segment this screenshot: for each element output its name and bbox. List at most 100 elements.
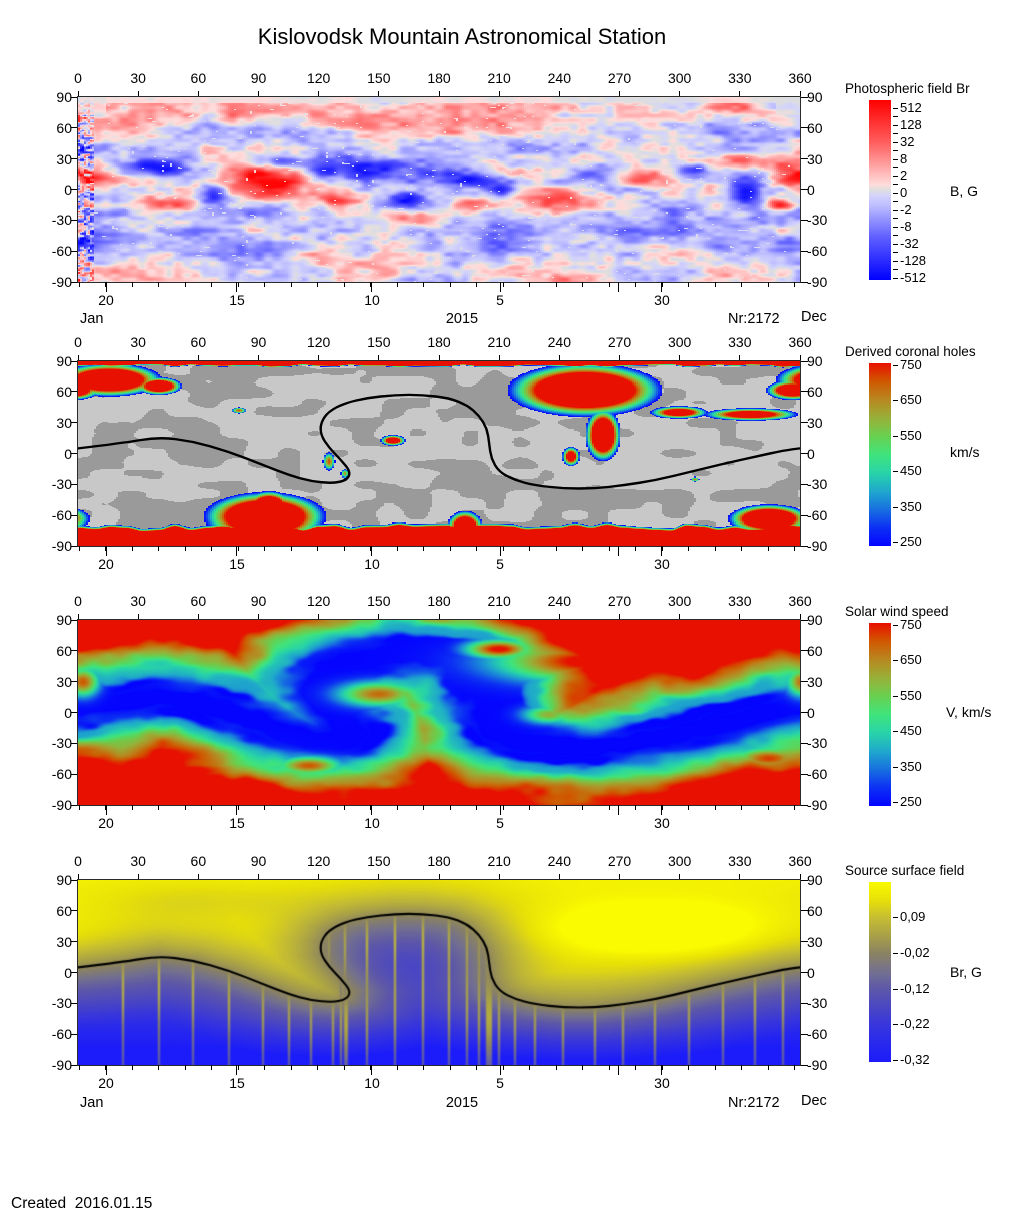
lon-tick-label: 30 <box>130 593 146 609</box>
lon-tick-label: 60 <box>190 334 207 350</box>
day-tick-label: 15 <box>229 1075 245 1091</box>
colorbar-minor-tick-mark <box>893 150 898 152</box>
lat-tick-mark <box>801 453 808 454</box>
day-minor-tick-mark <box>317 805 319 810</box>
lat-tick-mark <box>71 879 78 881</box>
colorbar-source-surface <box>869 882 891 1062</box>
lat-tick-mark <box>801 127 808 129</box>
lon-tick-label: 210 <box>487 593 511 609</box>
lat-tick-mark <box>71 453 78 454</box>
lon-tick-label: 120 <box>306 593 331 609</box>
day-minor-tick-mark <box>370 1065 372 1070</box>
heatmap-canvas-source-surface <box>78 880 800 1065</box>
lon-tick-mark <box>498 355 500 361</box>
lat-tick-mark <box>801 1064 808 1066</box>
lon-tick-label: 330 <box>728 593 752 609</box>
day-major-tick-mark <box>618 546 620 556</box>
lon-tick-label: 60 <box>190 853 207 869</box>
day-minor-tick-mark <box>555 546 557 551</box>
lat-tick-mark <box>801 189 808 190</box>
lat-tick-label: 60 <box>807 383 823 400</box>
colorbar-title: Source surface field <box>845 863 965 878</box>
colorbar-unit-label: km/s <box>950 444 980 460</box>
day-minor-tick-mark <box>370 546 372 551</box>
lon-tick-mark <box>799 874 801 880</box>
colorbar-tick-mark <box>893 1060 898 1062</box>
lon-tick-label: 210 <box>487 70 511 86</box>
day-minor-tick-mark <box>317 546 319 551</box>
colorbar-tick-mark <box>893 660 898 662</box>
day-minor-tick-mark <box>555 1065 557 1070</box>
lon-tick-label: 270 <box>607 334 632 350</box>
day-minor-tick-mark <box>476 282 478 287</box>
colorbar-tick-mark <box>893 365 898 366</box>
lon-tick-mark <box>197 874 199 880</box>
lon-tick-mark <box>258 874 259 880</box>
colorbar-tick-mark <box>893 226 898 228</box>
colorbar-tick-label: -0,02 <box>900 944 930 960</box>
lon-tick-label: 30 <box>130 853 146 869</box>
lat-tick-mark <box>71 422 78 424</box>
colorbar-tick-mark <box>893 209 898 211</box>
colorbar-tick-label: -8 <box>900 218 912 234</box>
day-minor-tick-mark <box>131 805 133 810</box>
day-major-tick-mark <box>236 805 238 815</box>
day-major-tick-mark <box>371 546 373 556</box>
lon-tick-label: 210 <box>487 853 511 869</box>
lon-tick-mark <box>619 355 620 361</box>
colorbar-tick-label: 8 <box>900 150 908 166</box>
lon-tick-label: 150 <box>367 853 391 869</box>
day-minor-tick-mark <box>767 1065 769 1070</box>
colorbar-title: Solar wind speed <box>845 604 949 619</box>
day-minor-tick-mark <box>264 1065 266 1070</box>
lon-tick-mark <box>77 91 79 97</box>
lat-tick-mark <box>71 742 78 744</box>
day-minor-tick-mark <box>317 282 319 287</box>
lat-tick-mark <box>801 545 808 547</box>
map-panel-photospheric <box>77 96 801 283</box>
lat-tick-label: 30 <box>56 673 72 690</box>
day-minor-tick-mark <box>608 805 610 810</box>
day-minor-tick-mark <box>449 805 451 810</box>
day-tick-label: 5 <box>496 1075 504 1091</box>
day-major-tick-mark <box>499 1065 501 1075</box>
lat-tick-label: -30 <box>51 735 72 752</box>
lon-tick-label: 0 <box>74 334 82 350</box>
lon-tick-label: 330 <box>728 70 752 86</box>
lat-tick-mark <box>71 681 78 683</box>
day-minor-tick-mark <box>237 546 239 551</box>
day-tick-label: 10 <box>364 556 380 572</box>
lon-tick-mark <box>498 874 500 880</box>
lat-tick-label: 0 <box>64 704 72 721</box>
lat-tick-label: -30 <box>807 995 828 1012</box>
lat-tick-mark <box>71 391 78 393</box>
day-tick-label: 10 <box>364 292 380 308</box>
day-minor-tick-mark <box>767 805 769 810</box>
day-minor-tick-mark <box>264 282 266 287</box>
lon-tick-label: 240 <box>547 853 572 869</box>
lat-tick-mark <box>801 1002 808 1004</box>
day-minor-tick-mark <box>449 282 451 287</box>
day-minor-tick-mark <box>688 282 690 287</box>
map-panel-source-surface <box>77 879 801 1066</box>
day-minor-tick-mark <box>582 546 584 551</box>
lat-tick-mark <box>71 281 78 283</box>
day-minor-tick-mark <box>714 546 716 551</box>
colorbar-coronal-holes <box>869 363 891 546</box>
lon-tick-mark <box>799 355 801 361</box>
lat-tick-mark <box>71 96 78 98</box>
day-minor-tick-mark <box>529 546 531 551</box>
day-minor-tick-mark <box>423 282 425 287</box>
day-minor-tick-mark <box>158 1065 160 1070</box>
day-minor-tick-mark <box>767 546 769 551</box>
day-tick-label: 15 <box>229 815 245 831</box>
colorbar-tick-label: 250 <box>900 533 922 549</box>
lat-tick-mark <box>71 514 78 516</box>
day-minor-tick-mark <box>529 1065 531 1070</box>
day-minor-tick-mark <box>396 546 398 551</box>
day-minor-tick-mark <box>423 1065 425 1070</box>
day-tick-label: 10 <box>364 1075 380 1091</box>
lon-tick-label: 360 <box>788 853 812 869</box>
lon-tick-label: 360 <box>788 593 812 609</box>
